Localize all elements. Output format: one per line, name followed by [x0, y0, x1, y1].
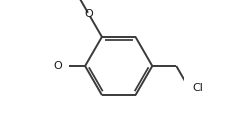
Text: O: O: [84, 9, 92, 18]
Text: Cl: Cl: [191, 83, 202, 93]
Text: O: O: [53, 61, 62, 71]
